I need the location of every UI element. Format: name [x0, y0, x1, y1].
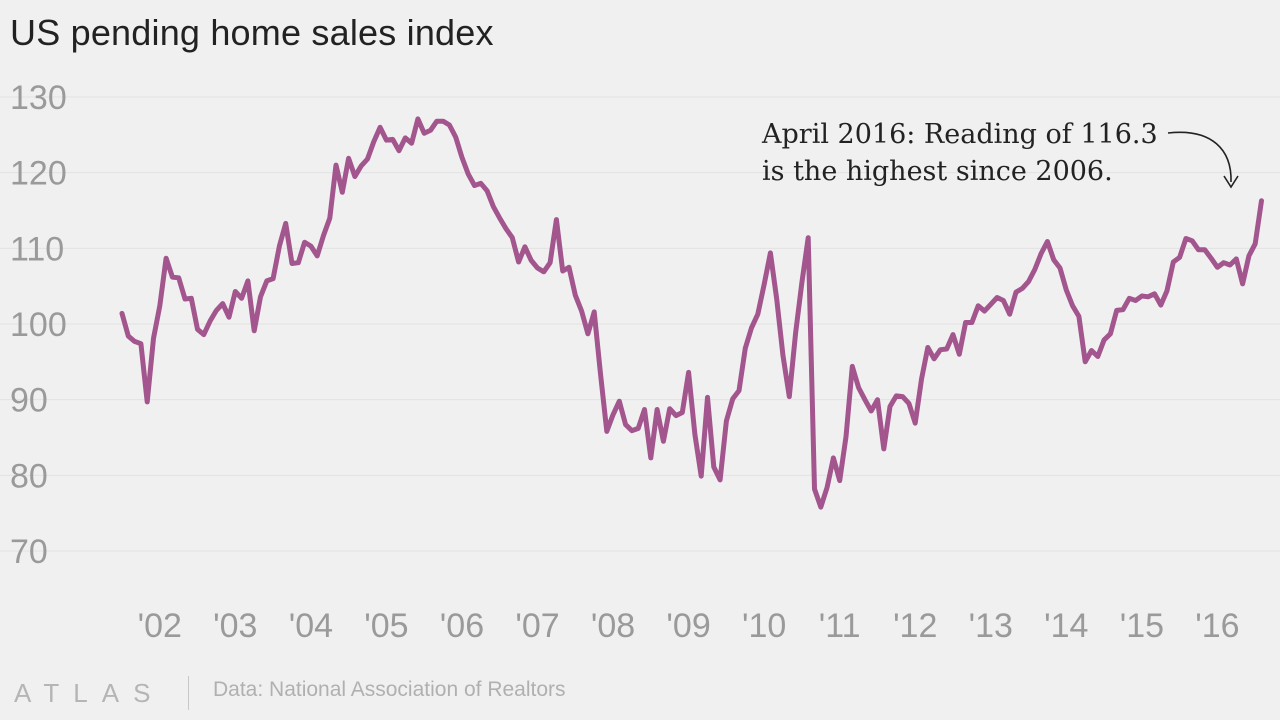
x-tick-label: '02	[138, 607, 182, 645]
x-tick-label: '07	[515, 607, 559, 645]
annotation-arrow	[1167, 131, 1232, 183]
y-tick-label: 90	[10, 382, 48, 420]
y-tick-label: 100	[10, 306, 67, 344]
chart-title: US pending home sales index	[10, 12, 494, 53]
x-axis-ticks: '02 '03 '04 '05 '06 '07 '08 '09 '10 '11 '12 '13 '14 '…	[138, 607, 1240, 645]
x-tick-label: '06	[440, 607, 484, 645]
footer-divider	[188, 676, 189, 710]
x-tick-label: '15	[1120, 607, 1164, 645]
x-tick-label: '10	[742, 607, 786, 645]
atlas-logo: ATLAS	[14, 678, 165, 708]
y-tick-label: 70	[10, 533, 48, 571]
x-tick-label: '12	[893, 607, 937, 645]
x-tick-label: '14	[1044, 607, 1088, 645]
annotation-arrowhead-icon	[1223, 175, 1239, 189]
x-tick-label: '08	[591, 607, 635, 645]
y-tick-label: 80	[10, 457, 48, 495]
y-tick-label: 110	[10, 230, 64, 268]
y-tick-label: 130	[10, 79, 67, 117]
annotation-line-1: April 2016: Reading of 116.3	[761, 119, 1158, 150]
x-tick-label: '04	[289, 607, 333, 645]
line-chart: 70 80 90 100 110 120 130 '02 '03 '04 '05 '06 '07 '08…	[0, 79, 1280, 645]
x-tick-label: '05	[364, 607, 408, 645]
series-line	[119, 116, 1264, 510]
x-tick-label: '16	[1195, 607, 1239, 645]
source-note: Data: National Association of Realtors	[213, 678, 566, 701]
annotation-line-2: is the highest since 2006.	[762, 156, 1113, 187]
x-tick-label: '03	[213, 607, 257, 645]
x-tick-label: '13	[969, 607, 1013, 645]
footer: ATLAS Data: National Association of Real…	[0, 668, 1280, 712]
y-tick-label: 120	[10, 155, 67, 193]
y-axis-ticks: 70 80 90 100 110 120 130	[10, 79, 67, 571]
x-tick-label: '11	[819, 607, 861, 645]
annotation: April 2016: Reading of 116.3 is the high…	[761, 119, 1239, 189]
gridlines	[0, 96, 1280, 552]
x-tick-label: '09	[666, 607, 710, 645]
